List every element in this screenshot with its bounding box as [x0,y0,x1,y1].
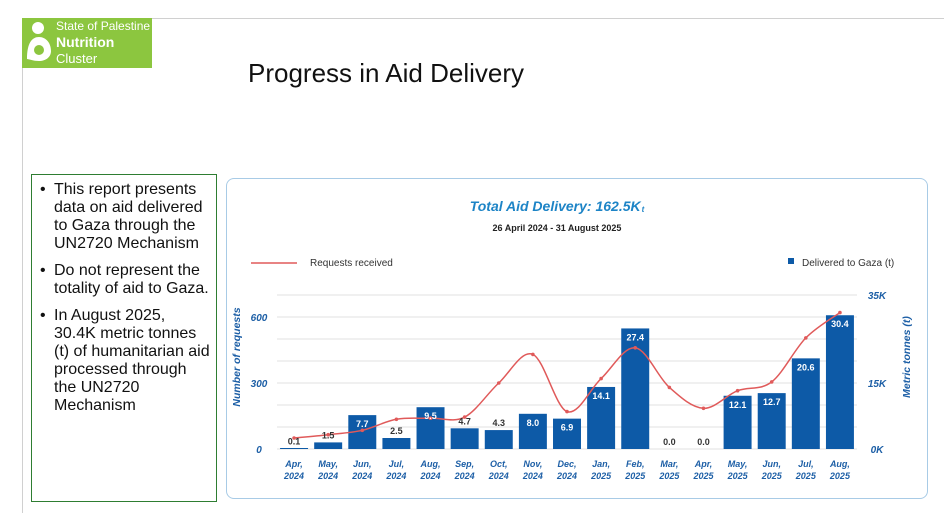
requests-point [496,381,501,385]
note-item: Do not represent the totality of aid to … [38,262,210,298]
bar [518,413,547,449]
requests-point [701,406,706,411]
bar-value-label: 14.1 [592,391,610,401]
bar-value-label: 0.1 [288,437,301,447]
bar [382,438,411,449]
bar [791,358,820,449]
x-tick-label: Jun, 2025 [761,459,783,481]
slide-frame [22,18,944,513]
bar [723,395,752,449]
requests-point [394,417,399,422]
x-tick-label: May, 2025 [727,459,749,481]
bar-layer [280,315,854,449]
slide-title: Progress in Aid Delivery [248,58,524,88]
note-item: In August 2025, 30.4K metric tonnes (t) … [38,307,210,415]
line-layer [292,310,842,440]
bar-value-label: 12.7 [763,397,781,407]
y-left-tick: 0 [256,445,262,456]
bar-value-label: 6.9 [561,423,574,433]
bar-value-label: 0.0 [663,437,676,447]
requests-point [360,428,365,433]
legend-requests: Requests received [310,258,393,269]
requests-point [838,310,842,315]
x-tick-label: Jul, 2024 [385,459,406,481]
requests-point [599,376,603,381]
x-tick-label: Oct, 2024 [488,459,509,481]
notes-box: This report presents data on aid deliver… [31,174,217,502]
logo-country: State of Palestine [56,19,151,33]
x-tick-label: Nov, 2024 [522,459,543,481]
requests-point [633,346,638,350]
x-tick-label: Apr, 2025 [692,459,714,481]
notes-list: This report presents data on aid deliver… [38,181,210,415]
chart-canvas: 0 300 600 0K 15K 35K 0.1 1.5 7.7 2.5 9.5 4.7 4.3 8.0 6… [231,198,913,481]
x-tick-label: Feb, 2025 [624,459,646,481]
x-tick-label: Aug, 2025 [829,459,851,481]
bar [825,315,854,449]
bar [280,448,309,449]
y-right-title: Metric tonnes (t) [901,316,913,398]
nutrition-cluster-logo: State of Palestine Nutrition Cluster [22,18,152,68]
requests-point [667,385,672,390]
requests-point [292,436,296,440]
x-tick-label: Aug, 2024 [420,459,441,481]
requests-point [326,432,330,437]
y-left-tick: 600 [251,313,268,324]
x-tick-label: Mar, 2025 [658,459,680,481]
bar-value-label: 9.5 [424,411,437,421]
x-tick-label: Dec, 2024 [556,459,577,481]
bar-value-label: 4.7 [458,416,471,426]
requests-point [565,409,569,414]
label-layer: 0 300 600 0K 15K 35K 0.1 1.5 7.7 2.5 9.5 4.7 4.3 8.0 6… [251,291,887,481]
aid-delivery-chart: 0 300 600 0K 15K 35K 0.1 1.5 7.7 2.5 9.5 4.7 4.3 8.0 6… [226,178,928,499]
x-tick-label: Jan, 2025 [590,459,612,481]
note-item: This report presents data on aid deliver… [38,181,210,253]
legend-delivered: Delivered to Gaza (t) [802,258,894,269]
bar-value-label: 8.0 [527,418,540,428]
logo-suffix: Cluster [56,51,98,66]
bar [484,430,513,449]
bar [553,418,581,449]
bar [416,407,445,449]
y-left-title: Number of requests [231,307,243,406]
bar-value-label: 7.7 [356,419,369,429]
requests-point [735,388,740,393]
bar-value-label: 27.4 [626,332,644,342]
bar [587,386,616,449]
x-tick-label: Apr, 2024 [283,459,304,481]
logo-name: Nutrition [56,34,115,50]
legend-bar-swatch [788,258,794,264]
bar-value-label: 1.5 [322,430,335,440]
x-tick-label: Jun, 2024 [351,459,372,481]
bar [450,428,479,449]
bar-value-label: 4.3 [493,418,506,428]
requests-point [428,416,433,420]
y-right-tick: 0K [871,445,885,456]
bar-value-label: 12.1 [729,400,747,410]
x-tick-label: May, 2024 [317,459,338,481]
requests-point [804,336,808,340]
x-tick-label: Sep, 2024 [454,459,475,481]
chart-title: Total Aid Delivery: 162.5Kt [470,198,645,214]
y-right-tick: 35K [868,291,887,302]
bar-value-label: 30.4 [831,319,849,329]
bar-value-label: 2.5 [390,426,403,436]
y-right-tick: 15K [868,379,887,390]
bar [757,393,786,449]
requests-point [769,380,774,384]
x-tick-label: Jul, 2025 [795,459,817,481]
bar-value-label: 0.0 [697,437,710,447]
requests-point [462,415,467,419]
mother-child-icon [27,22,51,61]
requests-point [531,352,535,357]
bar-value-label: 20.6 [797,362,815,372]
y-left-tick: 300 [251,379,268,390]
chart-subtitle: 26 April 2024 - 31 August 2025 [493,223,622,233]
bar [314,442,343,449]
